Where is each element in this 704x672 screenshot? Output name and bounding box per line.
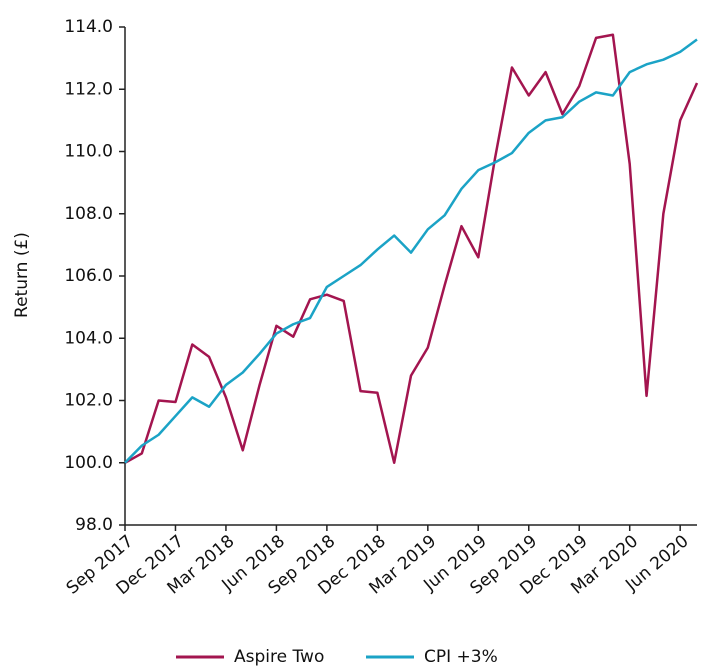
y-tick-label: 102.0 (64, 391, 113, 411)
y-tick-label: 98.0 (75, 515, 113, 535)
series-line (124, 38, 698, 464)
legend-label: Aspire Two (234, 647, 324, 667)
y-tick-label: 100.0 (64, 453, 113, 473)
y-tick-label: 104.0 (64, 328, 113, 348)
legend-label: CPI +3% (424, 647, 498, 667)
y-axis-title: Return (£) (12, 232, 32, 318)
y-tick-label: 108.0 (64, 204, 113, 224)
y-tick-label: 112.0 (64, 79, 113, 99)
y-tick-label: 114.0 (64, 17, 113, 37)
series-line (124, 33, 699, 464)
y-tick-label: 106.0 (64, 266, 113, 286)
y-tick-label: 110.0 (64, 142, 113, 162)
